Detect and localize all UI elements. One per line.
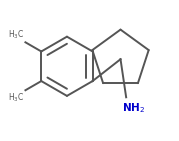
Text: H$_3$C: H$_3$C [8,92,25,104]
Text: NH$_2$: NH$_2$ [122,102,145,115]
Text: H$_3$C: H$_3$C [8,28,25,41]
